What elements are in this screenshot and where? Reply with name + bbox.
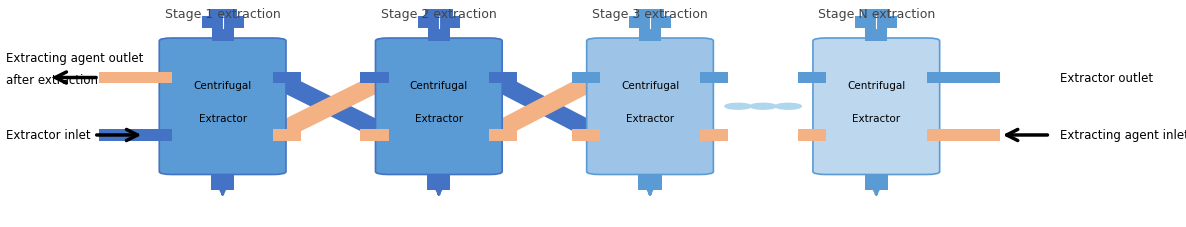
Bar (427, 172, 451, 190)
Bar (866, 29, 887, 42)
Bar (798, 73, 825, 84)
Circle shape (776, 104, 802, 110)
Bar (202, 17, 244, 29)
Bar (629, 17, 671, 29)
Polygon shape (273, 68, 389, 146)
Bar (572, 73, 600, 84)
Text: Extractor outlet: Extractor outlet (1060, 72, 1154, 85)
Text: Stage 1 extraction: Stage 1 extraction (165, 8, 281, 21)
Bar (489, 73, 517, 84)
Polygon shape (489, 68, 600, 146)
Text: Centrifugal

Extractor: Centrifugal Extractor (847, 81, 905, 123)
Bar (145, 73, 172, 84)
Bar (639, 29, 661, 42)
Bar (273, 130, 301, 141)
Bar (572, 130, 600, 141)
Bar (428, 29, 449, 42)
Bar (361, 73, 389, 84)
Text: Centrifugal

Extractor: Centrifugal Extractor (193, 81, 251, 123)
Bar (955, 73, 1000, 84)
Text: Stage N extraction: Stage N extraction (817, 8, 935, 21)
Bar (798, 130, 825, 141)
Bar (211, 29, 234, 42)
Bar (417, 17, 460, 29)
Bar (638, 172, 662, 190)
Bar (926, 130, 955, 141)
Bar (98, 73, 145, 84)
Text: after extraction: after extraction (6, 74, 98, 87)
FancyBboxPatch shape (159, 39, 286, 175)
Circle shape (750, 104, 776, 110)
Text: Extracting agent outlet: Extracting agent outlet (6, 52, 144, 64)
Bar (425, 10, 453, 17)
Bar (361, 130, 389, 141)
Bar (926, 73, 955, 84)
FancyBboxPatch shape (376, 39, 502, 175)
Bar (211, 172, 234, 190)
Bar (700, 130, 728, 141)
Text: Extracting agent inlet: Extracting agent inlet (1060, 129, 1186, 142)
Text: Stage 2 extraction: Stage 2 extraction (381, 8, 497, 21)
Bar (855, 17, 898, 29)
Text: Extractor inlet: Extractor inlet (6, 129, 91, 142)
Bar (209, 10, 237, 17)
Polygon shape (273, 68, 389, 146)
Text: Centrifugal

Extractor: Centrifugal Extractor (621, 81, 680, 123)
Bar (865, 172, 888, 190)
Bar (98, 130, 145, 141)
Bar (489, 130, 517, 141)
FancyBboxPatch shape (812, 39, 939, 175)
Bar (636, 10, 664, 17)
Polygon shape (489, 68, 600, 146)
Text: Centrifugal

Extractor: Centrifugal Extractor (409, 81, 468, 123)
Bar (273, 73, 301, 84)
Bar (955, 130, 1000, 141)
Bar (862, 10, 891, 17)
Bar (700, 73, 728, 84)
FancyBboxPatch shape (587, 39, 713, 175)
Circle shape (725, 104, 751, 110)
Text: Stage 3 extraction: Stage 3 extraction (592, 8, 708, 21)
Bar (145, 130, 172, 141)
